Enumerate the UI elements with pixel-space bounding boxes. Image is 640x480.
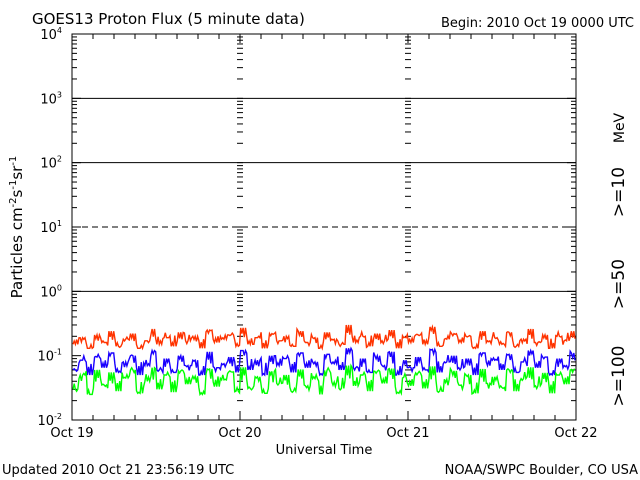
y-tick-label: 10-1 — [37, 348, 62, 365]
x-tick-label: Oct 20 — [218, 426, 261, 441]
threshold-lines — [72, 97, 576, 292]
source-credit: NOAA/SWPC Boulder, CO USA — [445, 463, 638, 478]
x-axis-label: Universal Time — [276, 443, 373, 458]
legend-ge10: >=10 — [609, 167, 629, 217]
legend-unit-mev: MeV — [612, 112, 628, 143]
y-tick-label: 103 — [40, 90, 62, 107]
y-tick-label: 10-2 — [37, 412, 62, 429]
y-tick-labels: 10-2 10-1 100 101 102 103 104 — [37, 26, 62, 429]
x-tick-label: Oct 19 — [50, 426, 93, 441]
y-tick-label: 100 — [40, 283, 62, 300]
x-tick-label: Oct 21 — [386, 426, 429, 441]
y-axis-label-base: Particles cm — [8, 207, 26, 298]
y-axis-label-exp2: -1 — [8, 180, 19, 190]
series-line-ge10 — [72, 324, 576, 351]
series-layer — [72, 324, 576, 397]
legend-ge100: >=100 — [609, 346, 629, 407]
y-tick-label: 101 — [40, 219, 62, 236]
legend-ge50: >=50 — [609, 259, 629, 309]
y-axis-label-exp1: -2 — [8, 197, 19, 207]
y-axis-label-exp3: -1 — [8, 156, 19, 166]
y-minor-ticks — [72, 36, 576, 421]
y-axis-label-sr: sr — [8, 165, 26, 180]
updated-timestamp: Updated 2010 Oct 21 23:56:19 UTC — [2, 463, 234, 478]
chart-title: GOES13 Proton Flux (5 minute data) — [32, 10, 305, 28]
y-tick-label: 104 — [40, 26, 62, 43]
y-tick-label: 102 — [40, 155, 62, 172]
right-legend: MeV >=10 >=50 >=100 — [609, 112, 629, 406]
series-line-ge100 — [72, 363, 576, 397]
y-axis-label: Particles cm-2s-1sr-1 — [8, 156, 26, 299]
begin-date: Begin: 2010 Oct 19 0000 UTC — [441, 16, 634, 31]
x-tick-labels: Oct 19 Oct 20 Oct 21 Oct 22 — [50, 426, 597, 441]
x-tick-label: Oct 22 — [554, 426, 597, 441]
y-axis-label-s: s — [8, 189, 26, 197]
series-line-ge50 — [72, 346, 576, 377]
